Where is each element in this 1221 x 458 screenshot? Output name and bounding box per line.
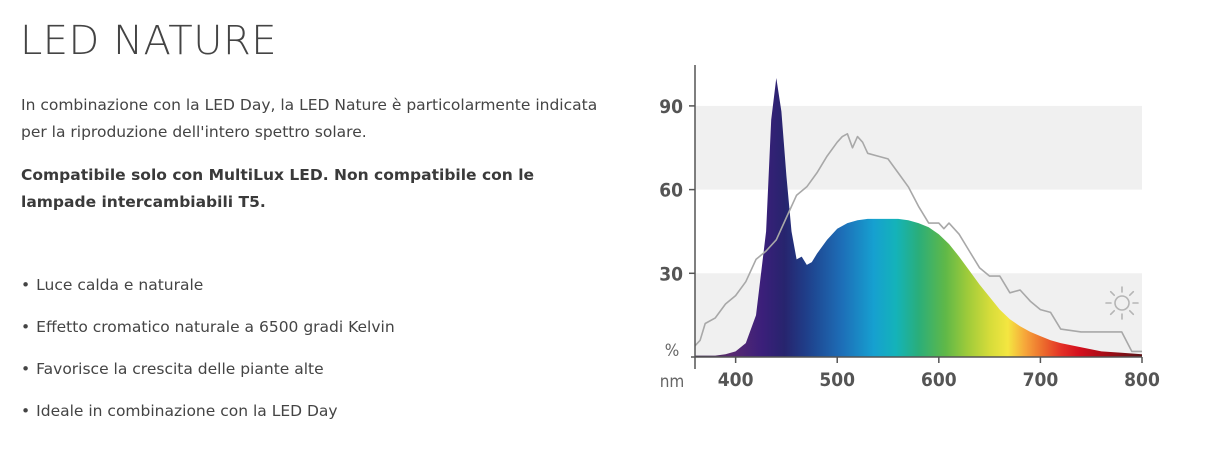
y-tick-label: 90 [659,96,683,118]
x-axis-unit: nm [660,372,685,392]
feature-text: Ideale in combinazione con la LED Day [36,402,338,420]
product-intro: In combinazione con la LED Day, la LED N… [21,96,598,141]
feature-item: • Effetto cromatico naturale a 6500 gradi… [21,314,395,356]
y-axis-unit: % [665,341,680,361]
bullet: • [21,318,31,336]
feature-item: • Ideale in combinazione con la LED Day [21,398,395,440]
feature-item: • Favorisce la crescita delle piante alte [21,356,395,398]
bullet: • [21,276,31,294]
sun-ray [1109,309,1116,316]
feature-text: Luce calda e naturale [36,276,204,294]
x-tick-label: 500 [819,369,855,391]
page-title: LED NATURE [20,18,278,64]
sun-disc [1114,295,1130,311]
grid-band [695,105,1142,190]
sun-ray [1109,290,1116,297]
sun-ray [1128,290,1135,297]
feature-text: Effetto cromatico naturale a 6500 gradi … [36,318,395,336]
feature-list: • Luce calda e naturale • Effetto cromatic… [21,272,395,440]
sunlight-reference-line [694,133,1142,353]
y-tick-label: 30 [659,263,683,285]
spectrum-chart: 30 60 90 400 500 600 700 800% nm [659,65,1160,392]
x-tick-label: 400 [718,369,754,391]
feature-item: • Luce calda e naturale [21,272,395,314]
bullet: • [21,360,31,378]
sun-ray [1128,309,1135,316]
feature-text: Favorisce la crescita delle piante alte [36,360,324,378]
compatibility-notice: Compatibile solo con MultiLux LED. Non c… [21,166,535,211]
x-tick-label: 600 [921,369,957,391]
x-tick-label: 800 [1124,369,1160,391]
sun-icon [1105,286,1139,320]
bullet: • [21,402,31,420]
x-tick-label: 700 [1023,369,1059,391]
spectrum-area [695,78,1142,357]
y-tick-label: 60 [659,180,683,202]
